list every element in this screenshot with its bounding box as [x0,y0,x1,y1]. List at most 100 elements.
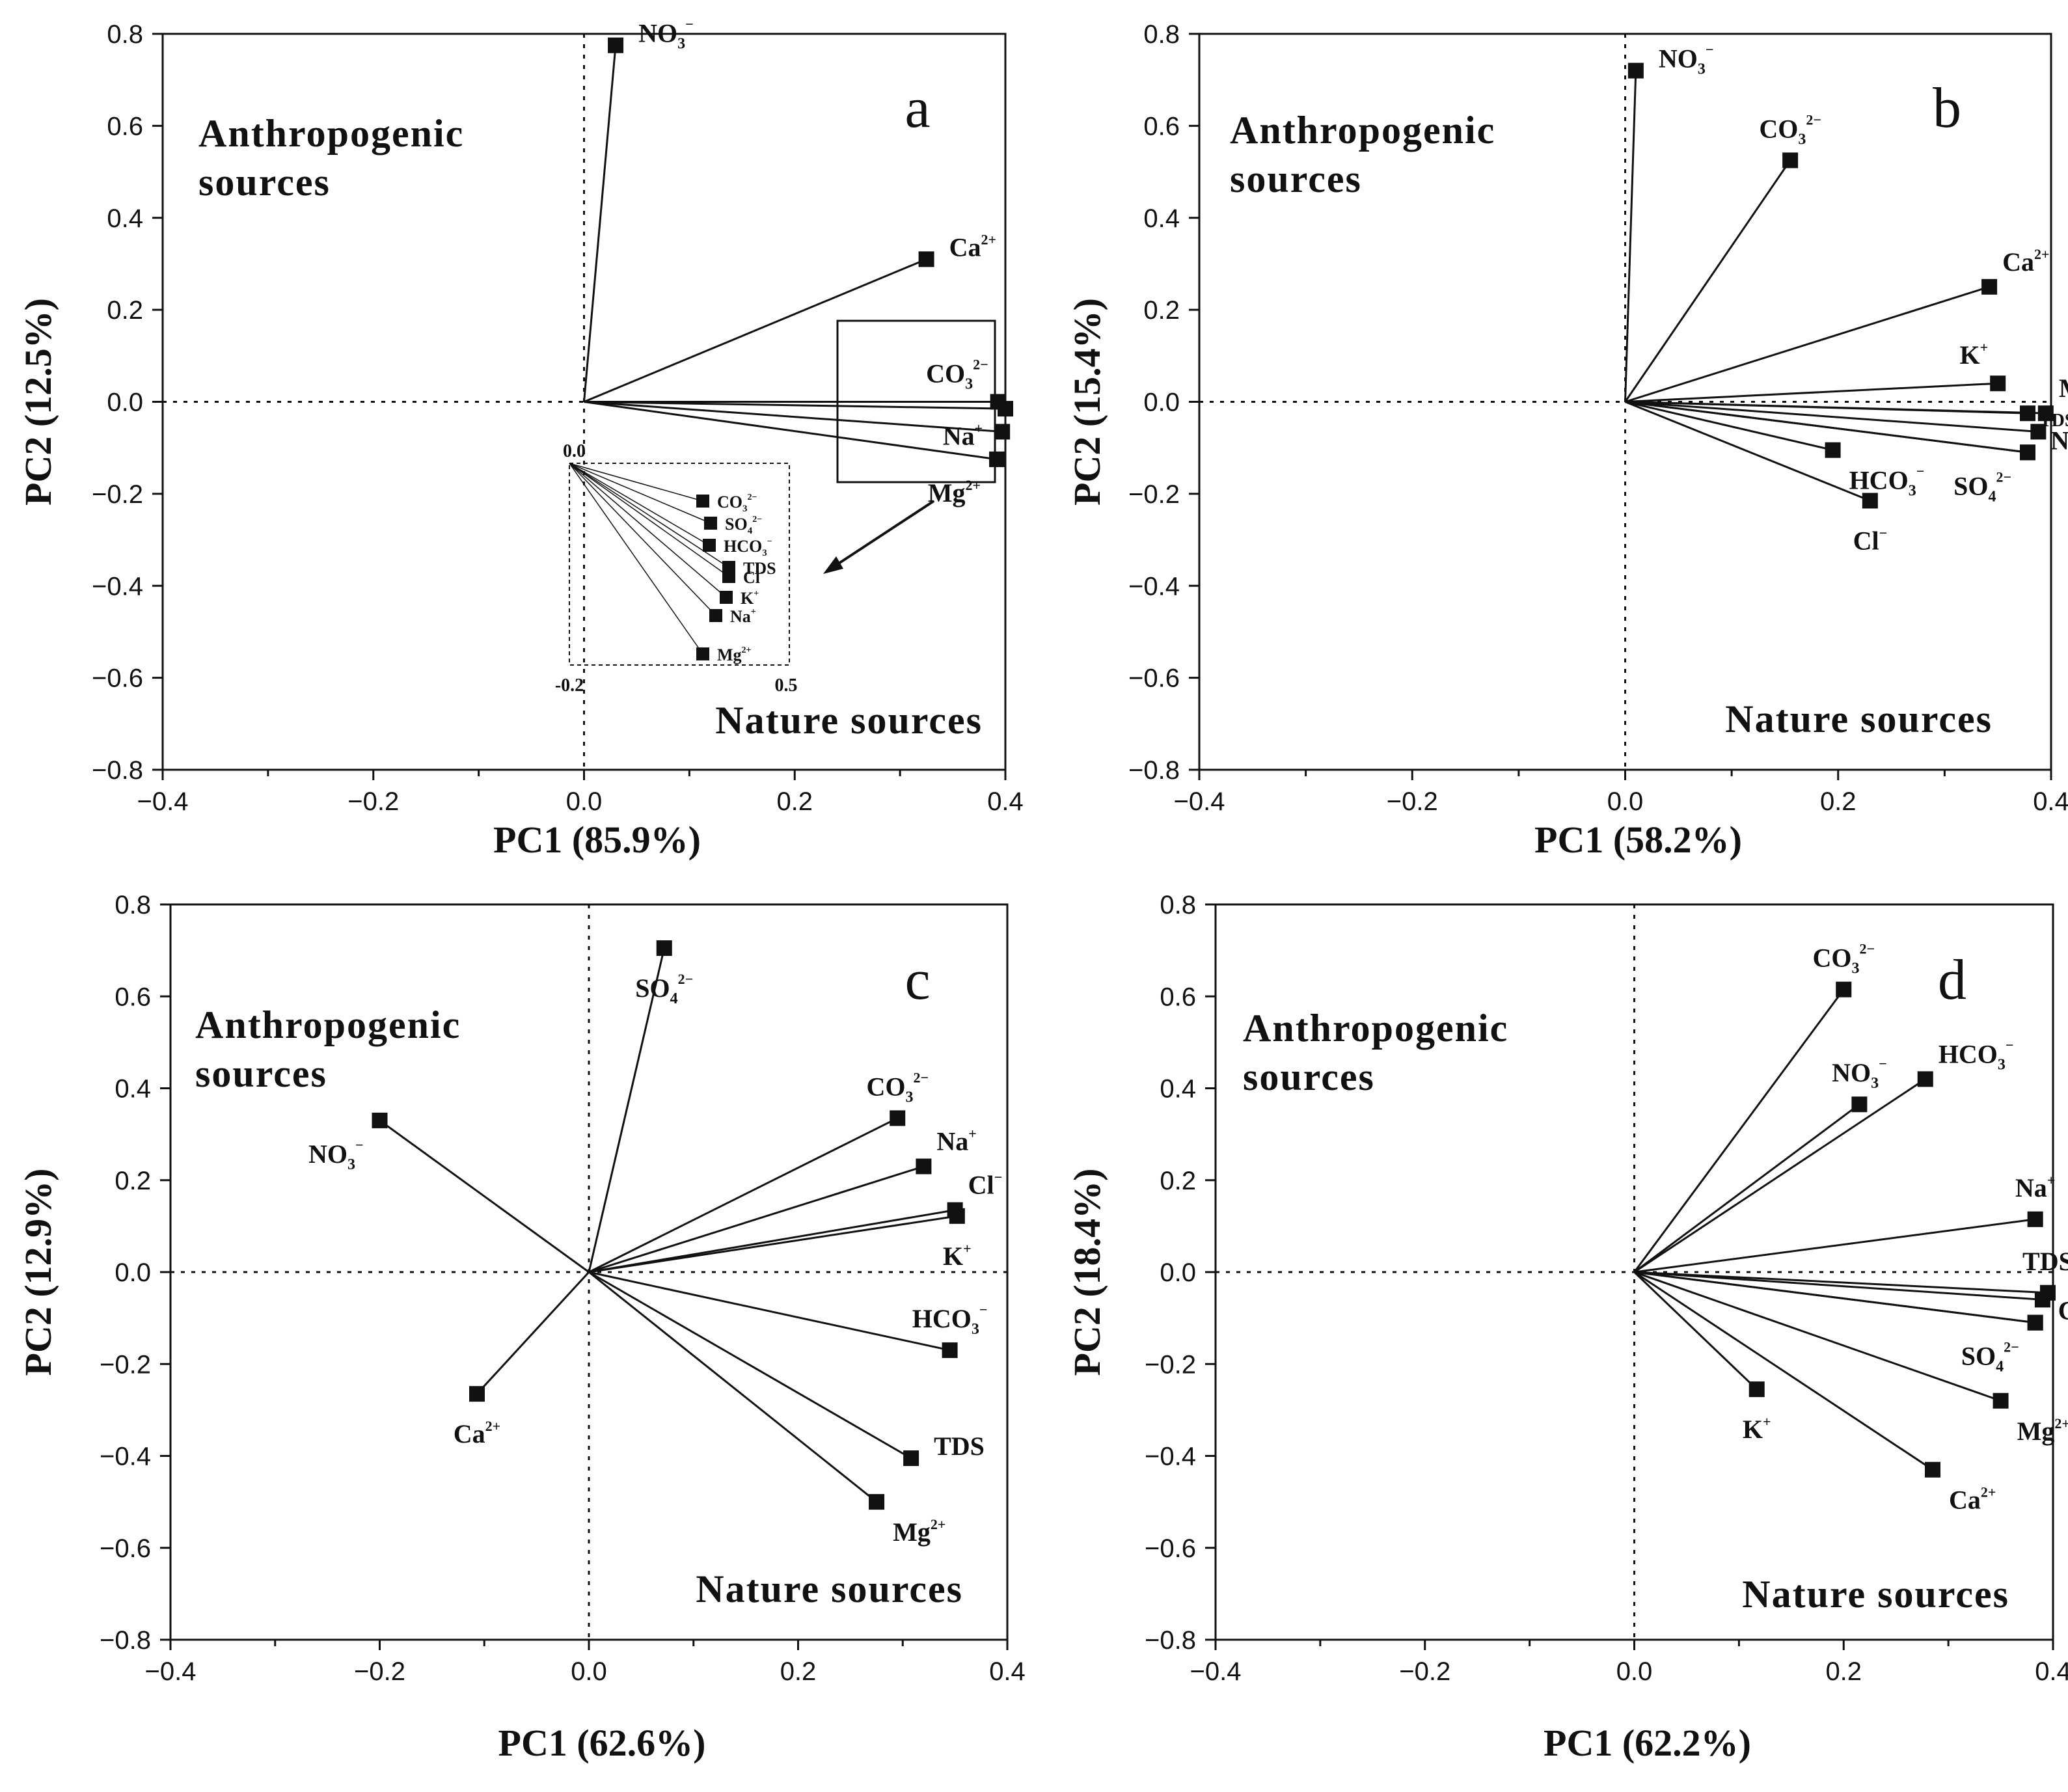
ion-label: Ca2+ [454,1418,500,1448]
ion-superscript: 2− [1859,941,1875,957]
ion-label: CO32− [1759,111,1821,148]
ion-label: Ca2+ [949,231,996,262]
sources-label: sources [1230,157,1362,200]
ion-subscript: 3 [965,376,973,393]
panel-letter: c [905,949,930,1012]
ion-superscript: 2+ [485,1418,501,1434]
inset-ion-label: TDS [743,559,776,578]
ion-base: Na [936,1127,968,1156]
inset-point [696,647,709,660]
x-tick-label: −0.2 [354,1657,405,1686]
loading-point [469,1386,485,1402]
y-axis-label: PC2 (12.9%) [17,1169,59,1376]
ion-label: K+ [1960,339,1989,370]
loading-point [1924,1461,1940,1478]
ion-subscript: 3 [1871,1075,1879,1092]
inset-vector [569,463,716,616]
loading-vector [583,258,927,403]
y-tick-label: 0.0 [107,388,143,417]
x-tick-label: −0.4 [145,1657,197,1686]
ion-base: Na [943,421,975,450]
loading-vector [588,947,666,1273]
y-tick-label: 0.4 [107,204,143,233]
ion-base: Cl [2058,1296,2068,1325]
y-tick-label: 0.2 [1160,1167,1196,1195]
ion-base: NO [308,1139,347,1169]
ion-label: Na+ [936,1126,976,1156]
ion-label: HCO3− [1849,463,1925,500]
ion-superscript: 2+ [931,1516,946,1532]
x-axis-label: PC1 (62.6%) [498,1722,706,1764]
loading-vector [1634,1271,2002,1402]
y-tick-label: 0.2 [1143,296,1180,325]
x-tick-label: 0.2 [1825,1657,1862,1686]
inset-vector [569,463,729,568]
ion-superscript: + [1980,339,1989,355]
loading-vector [1624,401,1871,502]
x-tick-label: −0.4 [1190,1657,1242,1686]
loading-point [916,1158,932,1174]
inset-point [720,591,733,604]
x-axis-label: PC1 (62.2%) [1544,1722,1751,1764]
ion-label: NO3− [1832,1055,1887,1092]
loading-point [2037,405,2054,422]
y-tick-label: 0.8 [115,891,151,919]
ion-subscript: 4 [1996,1359,2004,1376]
loading-vector [476,1271,590,1395]
loading-point [1627,62,1644,79]
loading-point [2027,1211,2043,1227]
x-tick-label: 0.4 [2035,1657,2068,1686]
loading-point [918,251,934,267]
ion-base: Ca [1949,1486,1981,1515]
x-axis-label: PC1 (85.9%) [493,819,701,861]
loading-vector [588,1271,877,1503]
loading-point [1782,152,1799,169]
ion-base: Ca [949,232,981,262]
ion-base: NO [638,19,677,48]
loading-point [1993,1392,2009,1409]
loading-vector [588,1215,958,1273]
x-tick-label: 0.4 [2033,787,2068,816]
ion-superscript: + [975,420,983,436]
ion-superscript: + [1763,1413,1771,1430]
loading-vector [1625,401,1833,452]
ion-base: CO [1812,944,1851,973]
ion-superscript: 2+ [966,477,981,493]
ion-superscript: − [355,1137,364,1153]
ion-label: CO32− [1812,941,1875,977]
ion-label: Ca2+ [1949,1484,1996,1515]
inset-ion-label: Cl− [743,568,765,587]
x-tick-label: 0.0 [1607,787,1644,816]
ion-superscript: 2− [1806,111,1821,128]
ion-base: Na [730,607,751,626]
ion-base: K [943,1242,963,1271]
ion-base: K [1960,340,1980,370]
ion-label: CO32− [866,1069,929,1106]
inset-vector [569,463,710,546]
loading-vector [588,1209,955,1273]
loading-point [1862,493,1878,509]
nature-sources-label: Nature sources [1742,1573,2009,1616]
ion-superscript: + [968,1126,977,1142]
ion-label: Cl− [968,1169,1003,1200]
y-tick-label: 0.8 [107,20,143,49]
zoom-arrow [828,500,935,571]
y-tick-label: −0.8 [1128,756,1180,785]
anthropogenic-label: Anthropogenic [195,1003,461,1046]
loading-vector [1633,988,1845,1273]
y-tick-label: −0.2 [92,480,143,509]
ion-label: NO3− [308,1137,364,1173]
ion-base: HCO [1849,466,1909,495]
ion-base: Mg [893,1517,931,1547]
loading-vector [584,401,1003,433]
ion-base: SO [725,515,748,534]
loading-point [903,1450,919,1467]
loading-vector [588,1117,898,1273]
ion-superscript: 2− [973,357,988,373]
ion-superscript: 2− [2004,1339,2019,1355]
loading-vector [379,1119,590,1273]
ion-superscript: 2− [678,971,694,987]
x-tick-label: −0.2 [1399,1657,1450,1686]
ion-superscript: 2+ [742,645,752,655]
loading-vector [1625,401,2028,454]
